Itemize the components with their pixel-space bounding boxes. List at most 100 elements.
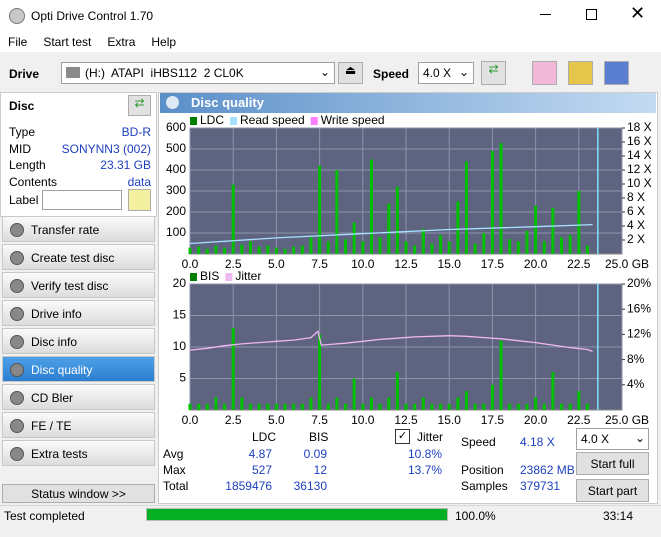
- disc-heading: Disc: [9, 99, 35, 113]
- jitter-value: 13.7%: [407, 463, 442, 477]
- sidebar-icon: [10, 419, 24, 433]
- panel-title: Disc quality: [191, 95, 264, 110]
- status-text: Test completed: [4, 509, 85, 523]
- samples-value: 379731: [520, 479, 561, 493]
- page: {"window": {"title": "Opti Drive Control…: [0, 0, 661, 525]
- app-window: Opti Drive Control 1.70 ✕ File Start test…: [0, 0, 661, 525]
- samples-label: Samples: [461, 479, 508, 493]
- sidebar-label: Extra tests: [31, 447, 88, 461]
- sidebar-label: FE / TE: [31, 419, 72, 433]
- progress-label: 100.0%: [455, 509, 496, 523]
- field-value: SONYNN3 (002): [61, 141, 151, 156]
- sidebar-label: Verify test disc: [31, 279, 109, 293]
- menu-item[interactable]: Help: [151, 35, 177, 49]
- test-speed-select[interactable]: 4.0 X ⌄: [576, 428, 649, 450]
- position-value: 23862 MB: [520, 463, 575, 477]
- position-label: Position: [461, 463, 504, 477]
- speed-select[interactable]: 4.0 X ⌄: [418, 62, 474, 84]
- sidebar-icon: [10, 391, 24, 405]
- field-value: data: [127, 174, 151, 189]
- row-label: Avg: [163, 447, 184, 461]
- panel-icon: [166, 96, 179, 109]
- speed-stat-label: Speed: [461, 435, 496, 449]
- panel-header: [160, 93, 656, 113]
- field-key: Contents: [9, 174, 58, 189]
- bis-value: 0.09: [303, 447, 327, 461]
- sidebar-label: CD Bler: [31, 391, 74, 405]
- ldc-value: 4.87: [248, 447, 272, 461]
- sidebar-label: Disc info: [31, 335, 78, 349]
- speed-label: Speed: [373, 67, 410, 81]
- sidebar-icon: [10, 251, 24, 265]
- label-button[interactable]: [128, 189, 151, 211]
- sidebar-button[interactable]: Verify test disc: [2, 272, 155, 298]
- sidebar-label: Drive info: [31, 307, 82, 321]
- sidebar-icon: [10, 307, 24, 321]
- close-button[interactable]: ✕: [630, 3, 646, 23]
- start-full-button[interactable]: Start full: [576, 452, 649, 475]
- ldc-value: 1859476: [225, 479, 272, 493]
- sidebar-icon: [10, 335, 24, 349]
- window-title: Opti Drive Control 1.70: [31, 9, 154, 23]
- drive-select[interactable]: (H:) ATAPI iHBS112 2 CL0K ⌄: [61, 62, 335, 84]
- sidebar-button[interactable]: Disc quality: [2, 356, 155, 382]
- menu-item[interactable]: File: [8, 35, 28, 49]
- settings-button[interactable]: [568, 61, 593, 85]
- status-window-button[interactable]: Status window >>: [2, 484, 155, 503]
- sidebar-button[interactable]: CD Bler: [2, 384, 155, 410]
- maximize-button[interactable]: [586, 9, 597, 20]
- minimize-button[interactable]: [540, 14, 551, 15]
- menu-bar: File Start test Extra Help: [0, 31, 661, 52]
- sidebar-button[interactable]: FE / TE: [2, 412, 155, 438]
- jitter-header: Jitter: [417, 430, 444, 444]
- dropdown-arrow: ⌄: [635, 431, 646, 445]
- sidebar-button[interactable]: Extra tests: [2, 440, 155, 466]
- sidebar-icon: [10, 223, 24, 237]
- start-part-button[interactable]: Start part: [576, 479, 649, 502]
- eject-button[interactable]: ⏏: [338, 62, 363, 84]
- disc-refresh-button[interactable]: ⇄: [128, 95, 151, 116]
- erase-button[interactable]: [532, 61, 557, 85]
- drive-name: (H:) ATAPI iHBS112 2 CL0K: [85, 66, 244, 80]
- sidebar-icon: [10, 363, 24, 377]
- sidebar-label: Create test disc: [31, 251, 115, 265]
- row-label: Total: [163, 479, 189, 493]
- field-key: Type: [9, 125, 36, 139]
- sidebar-label: Disc quality: [31, 363, 93, 377]
- dropdown-arrow: ⌄: [459, 65, 470, 79]
- field-value: 23.31 GB: [100, 158, 151, 172]
- ldc-header: LDC: [252, 430, 277, 444]
- label-key: Label: [9, 193, 39, 207]
- dropdown-arrow: ⌄: [320, 65, 331, 79]
- speed-value: 4.0 X: [423, 66, 452, 80]
- drive-label: Drive: [9, 67, 40, 81]
- field-key: Length: [9, 158, 46, 172]
- sidebar-button[interactable]: Drive info: [2, 300, 155, 326]
- progress-fill: [147, 509, 447, 520]
- menu-item[interactable]: Start test: [43, 35, 92, 49]
- test-speed-value: 4.0 X: [581, 432, 610, 446]
- field-value: BD-R: [121, 125, 151, 139]
- title-bar: [0, 0, 661, 31]
- sidebar-button[interactable]: Transfer rate: [2, 216, 155, 242]
- row-label: Max: [163, 463, 186, 477]
- label-input[interactable]: [42, 190, 122, 210]
- sidebar-button[interactable]: Disc info: [2, 328, 155, 354]
- bis-value: 36130: [293, 479, 327, 493]
- bis-header: BIS: [309, 430, 329, 444]
- jitter-checkbox[interactable]: ✓: [395, 429, 410, 444]
- refresh-button[interactable]: ⇄: [481, 61, 506, 85]
- speed-stat-value: 4.18 X: [520, 435, 555, 449]
- sidebar-label: Transfer rate: [31, 223, 100, 237]
- field-key: MID: [9, 141, 31, 156]
- elapsed-time: 33:14: [603, 509, 634, 523]
- menu-item[interactable]: Extra: [107, 35, 136, 49]
- app-icon: [9, 8, 25, 24]
- drive-icon: [66, 67, 80, 78]
- jitter-value: 10.8%: [407, 447, 442, 461]
- progress-track: [146, 508, 448, 521]
- sidebar-icon: [10, 447, 24, 461]
- sidebar-button[interactable]: Create test disc: [2, 244, 155, 270]
- sidebar-icon: [10, 279, 24, 293]
- save-button[interactable]: [604, 61, 629, 85]
